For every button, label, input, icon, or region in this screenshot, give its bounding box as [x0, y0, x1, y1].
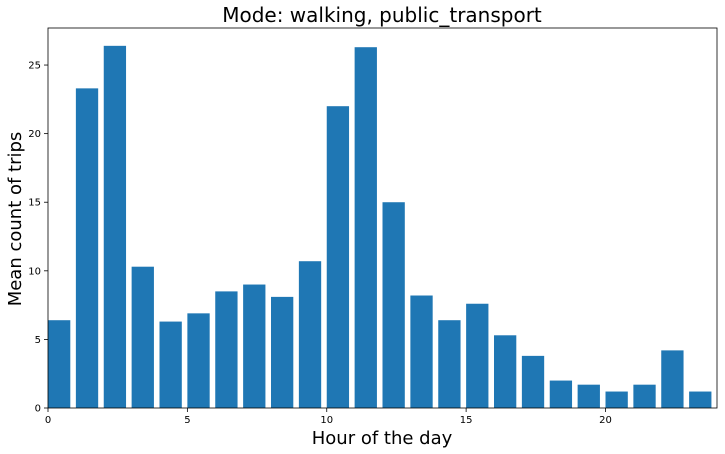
y-tick-label: 5 — [35, 335, 41, 346]
y-tick-label: 20 — [28, 129, 41, 140]
plot-frame — [47, 27, 718, 409]
y-axis-ticks: 0 5 10 15 20 25 — [28, 61, 48, 415]
bar-7 — [243, 284, 266, 408]
chart-title: Mode: walking, public_transport — [222, 3, 542, 27]
bar-15 — [466, 303, 489, 408]
x-tick-label: 0 — [45, 415, 51, 426]
bar-21 — [633, 384, 656, 408]
x-tick-label: 20 — [599, 415, 612, 426]
y-tick-label: 0 — [35, 404, 41, 415]
bar-4 — [159, 321, 182, 408]
bars-group — [48, 45, 712, 409]
bar-23 — [689, 391, 712, 408]
bar-2 — [103, 45, 127, 409]
bar-8 — [271, 296, 294, 408]
bar-13 — [410, 295, 433, 408]
bar-6 — [215, 291, 238, 408]
bar-20 — [605, 391, 628, 408]
y-tick-label: 25 — [28, 61, 41, 72]
bar-19 — [577, 384, 600, 408]
y-axis-label: Mean count of trips — [5, 132, 26, 307]
bar-14 — [438, 320, 461, 408]
bar-1 — [75, 88, 99, 408]
bar-22 — [661, 350, 684, 408]
x-axis-ticks: 0 5 10 15 20 — [45, 408, 612, 426]
y-tick-label: 15 — [28, 198, 41, 209]
bar-11 — [354, 47, 377, 408]
bar-9 — [298, 261, 322, 408]
x-tick-label: 15 — [460, 415, 473, 426]
x-axis-label: Hour of the day — [312, 428, 453, 449]
bar-5 — [187, 313, 210, 408]
bar-17 — [521, 355, 545, 408]
bar-0 — [48, 320, 71, 408]
y-tick-label: 10 — [28, 266, 41, 277]
bar-10 — [326, 106, 350, 408]
x-tick-label: 10 — [320, 415, 333, 426]
bar-12 — [382, 202, 405, 408]
bar-3 — [131, 266, 154, 408]
bar-18 — [549, 380, 573, 408]
x-tick-label: 5 — [184, 415, 190, 426]
bar-16 — [494, 335, 517, 408]
